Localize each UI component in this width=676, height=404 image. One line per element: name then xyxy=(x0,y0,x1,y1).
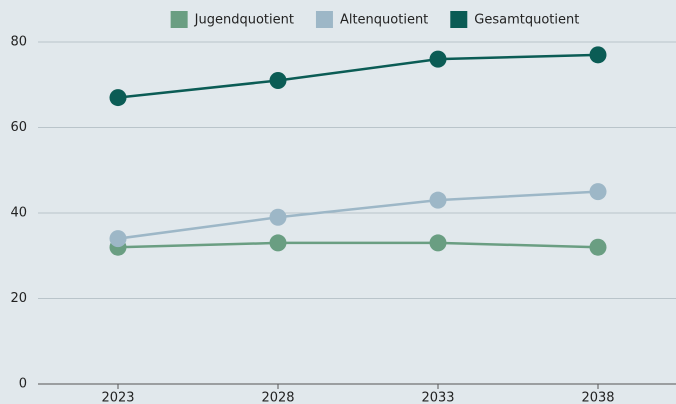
legend-label: Altenquotient xyxy=(340,13,428,28)
data-point xyxy=(429,191,447,209)
x-tick-label: 2023 xyxy=(101,391,134,404)
data-point xyxy=(269,208,287,226)
x-tick-label: 2033 xyxy=(421,391,454,404)
data-point xyxy=(429,234,447,252)
legend-swatch xyxy=(170,11,188,28)
legend-label: Gesamtquotient xyxy=(474,13,579,28)
y-tick-label: 40 xyxy=(10,206,27,221)
series-line xyxy=(117,53,599,99)
legend-swatch xyxy=(315,11,333,28)
legend-label: Jugendquotient xyxy=(194,13,294,28)
data-point xyxy=(429,50,447,68)
data-point xyxy=(589,46,607,64)
series-line xyxy=(117,190,599,240)
legend-swatch xyxy=(450,11,468,28)
data-point xyxy=(269,71,287,89)
series-line xyxy=(117,241,599,249)
data-point xyxy=(589,238,607,256)
data-point xyxy=(589,183,607,201)
x-tick-label: 2038 xyxy=(581,391,614,404)
data-point xyxy=(109,89,127,107)
y-tick-label: 60 xyxy=(10,120,27,135)
y-tick-label: 80 xyxy=(10,35,27,50)
y-tick-label: 20 xyxy=(10,291,27,306)
y-tick-label: 0 xyxy=(19,377,27,392)
data-point xyxy=(109,230,127,248)
data-point xyxy=(269,234,287,252)
x-tick-label: 2028 xyxy=(261,391,294,404)
